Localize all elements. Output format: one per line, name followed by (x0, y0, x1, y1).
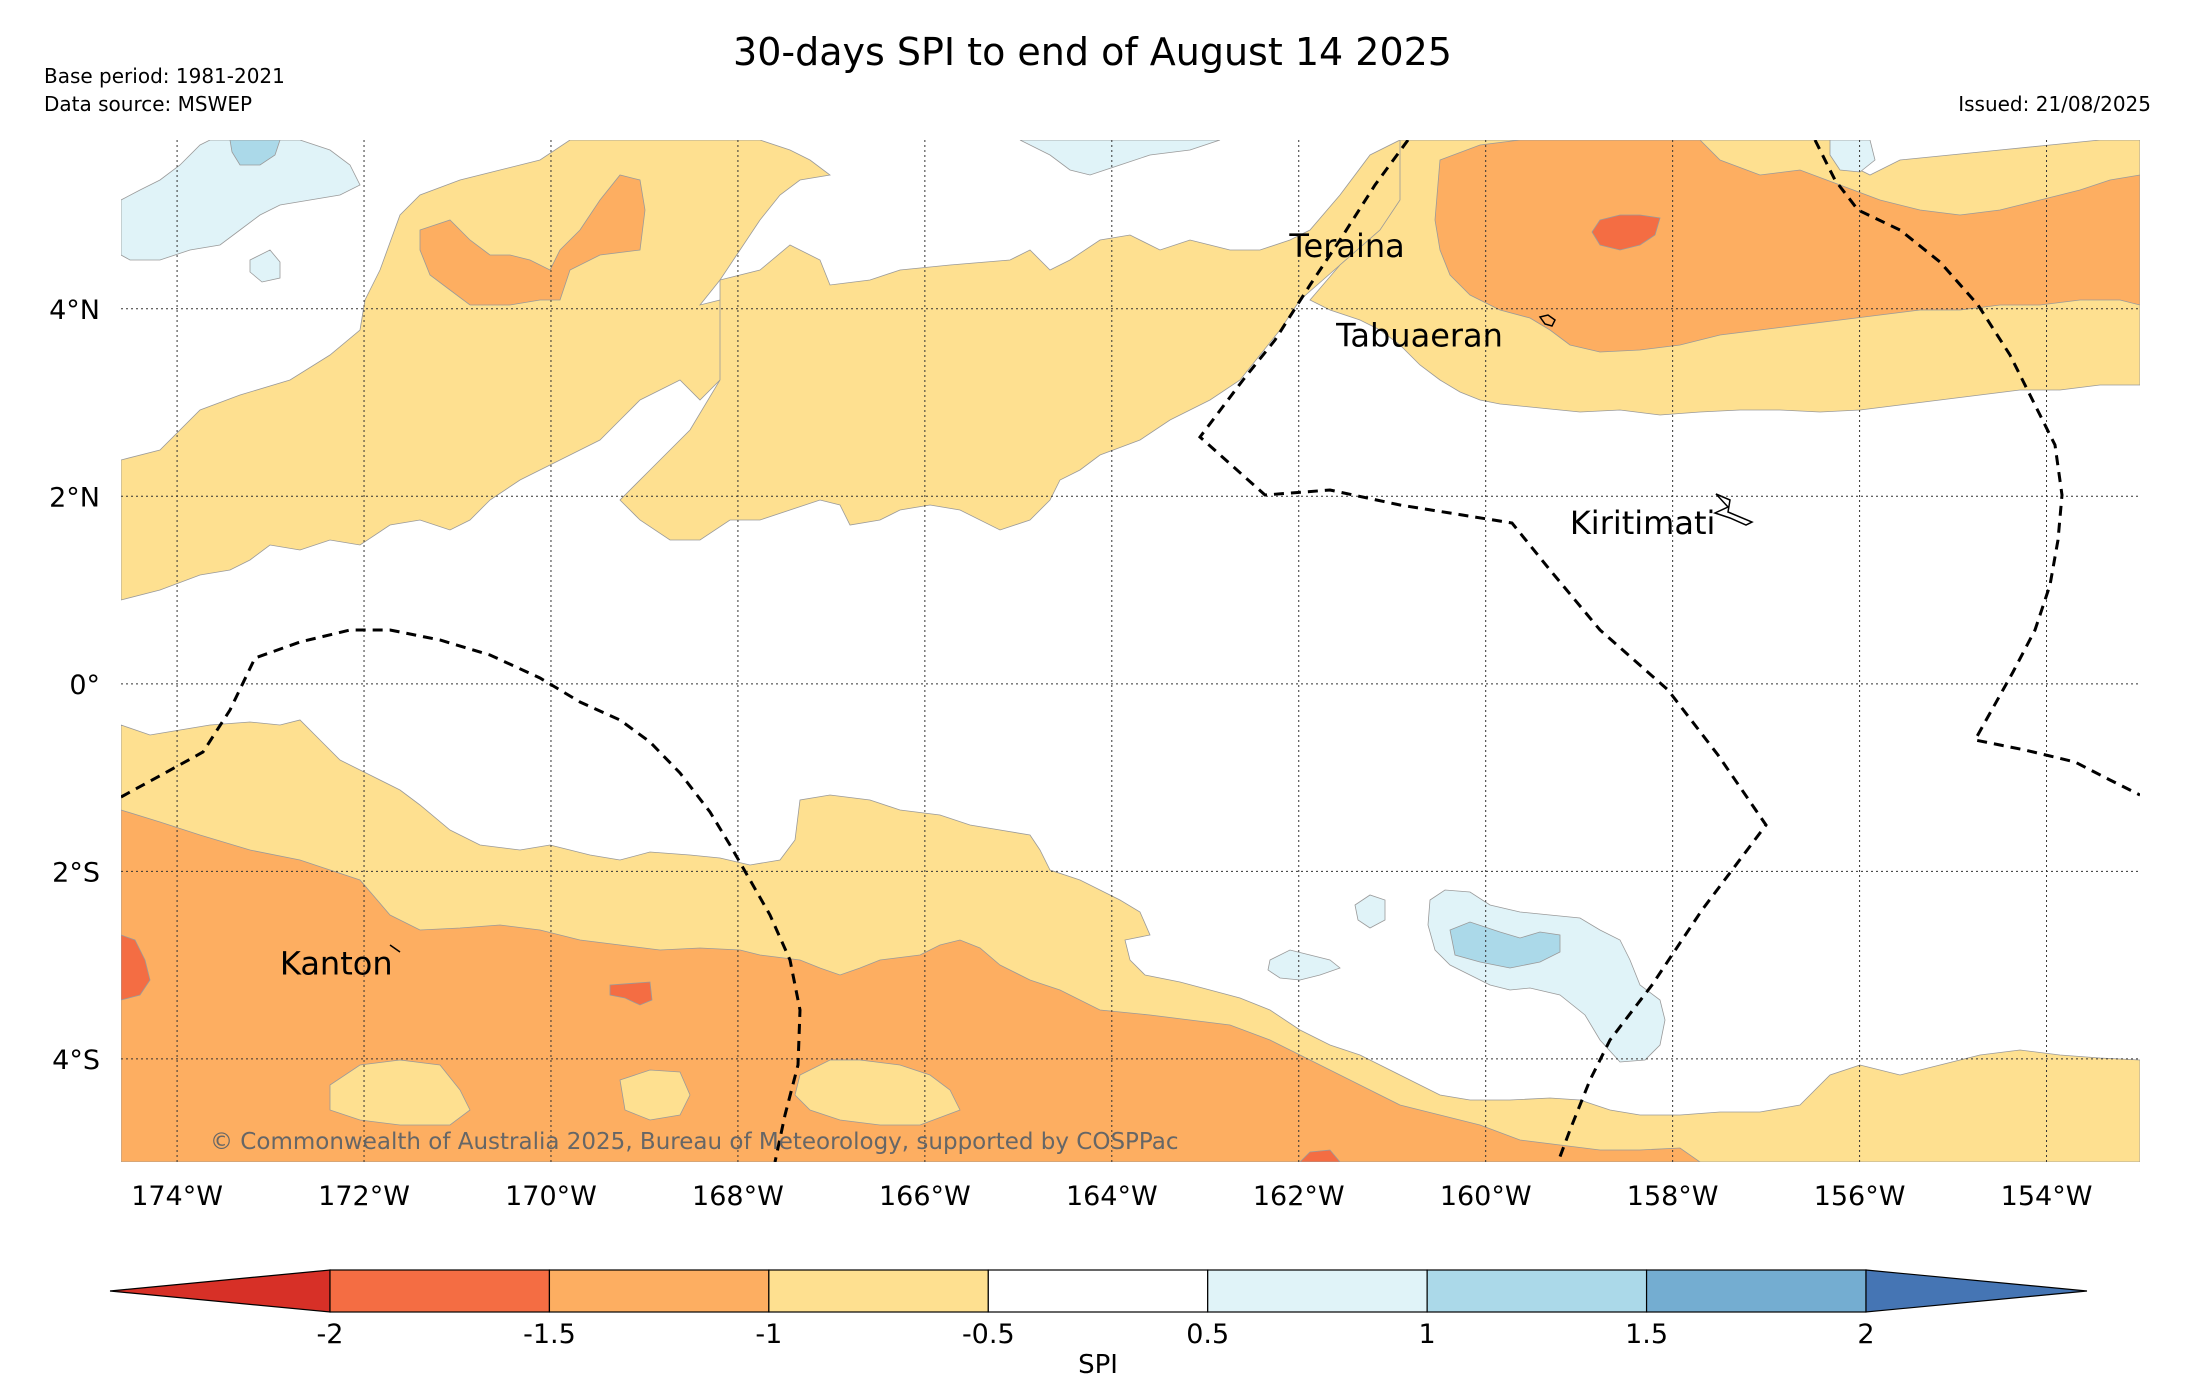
colorbar-cell (987, 1269, 1209, 1313)
kiritimati-island-shape (1712, 493, 1754, 526)
latitude-tick-label: 0° (69, 670, 100, 701)
map-title: 30-days SPI to end of August 14 2025 (733, 30, 1452, 74)
spi-region-moderately-wet-south (1449, 921, 1561, 969)
tabuaeran-island-shape (1538, 314, 1556, 327)
colorbar-tick-label: 1 (1419, 1319, 1436, 1350)
longitude-tick-label: 174°W (131, 1181, 223, 1212)
colorbar-tick-label: 2 (1857, 1319, 1874, 1350)
place-label: Tabuaeran (1335, 316, 1503, 354)
colorbar-cell (1426, 1269, 1648, 1313)
colorbar-ticks: -2 -1.5 -1 -0.5 0.5 1 1.5 2 (317, 1319, 1875, 1350)
longitude-tick-label: 156°W (1814, 1181, 1906, 1212)
spi-region-north-moderate-dry (1434, 140, 2140, 353)
metadata-block: Base period: 1981-2021 Data source: MSWE… (44, 62, 285, 118)
colorbar-tick-label: -1 (755, 1319, 782, 1350)
spi-region-north-severe-dry (1591, 214, 1661, 251)
longitude-tick-label: 168°W (692, 1181, 784, 1212)
colorbar-cell (768, 1269, 989, 1313)
latitude-tick-label: 2°N (49, 482, 100, 513)
data-source-text: Data source: MSWEP (44, 92, 253, 116)
map-plot-area: Teraina Tabuaeran Kiritimati Kanton © Commo… (121, 140, 2140, 1162)
colorbar-cell (1645, 1269, 1867, 1313)
eez-boundary-phoenix-islands (121, 628, 802, 1162)
spi-region-moderately-wet-northwest (229, 140, 281, 166)
colorbar-cell (329, 1269, 551, 1313)
colorbar-tick-label: 1.5 (1625, 1319, 1668, 1350)
map-grid (121, 140, 2140, 1162)
spi-region-south-pocket-3 (619, 1069, 691, 1121)
spi-region-wet-northwest-dot (249, 249, 281, 283)
colorbar-tick-label: -0.5 (962, 1319, 1015, 1350)
colorbar-cell (1207, 1269, 1428, 1313)
longitude-tick-label: 164°W (1066, 1181, 1158, 1212)
spi-region-south-pocket (329, 1059, 471, 1126)
kanton-island-shape (389, 944, 401, 953)
spi-region-south-severe-dry-mid (609, 981, 653, 1006)
longitude-tick-label: 166°W (879, 1181, 971, 1212)
place-labels: Teraina Tabuaeran Kiritimati Kanton (280, 227, 1715, 982)
spi-region-south-pocket-2 (794, 1059, 961, 1126)
colorbar-tick-label: -2 (317, 1319, 344, 1350)
longitude-tick-label: 160°W (1440, 1181, 1532, 1212)
colorbar-tick-label: -1.5 (523, 1319, 576, 1350)
longitude-tick-label: 172°W (318, 1181, 410, 1212)
spi-region-wet-north-center (1019, 140, 1221, 176)
latitude-tick-label: 2°S (52, 857, 100, 888)
spi-region-south-moderate-dry (121, 809, 1701, 1162)
spi-region-wet-southeast-dot (1267, 949, 1341, 981)
longitude-tick-label: 158°W (1627, 1181, 1719, 1212)
latitude-tick-label: 4°S (52, 1045, 100, 1076)
place-label: Teraina (1288, 227, 1404, 265)
latitude-tick-label: 4°N (49, 295, 100, 326)
latitude-axis: 4°N 2°N 0° 2°S 4°S (49, 295, 100, 1076)
eez-boundary-line-islands-east (1813, 140, 2140, 797)
place-label: Kiritimati (1570, 504, 1716, 542)
spi-region-south-severe-dry-east (1299, 1149, 1341, 1162)
copyright-notice: © Commonwealth of Australia 2025, Bureau… (210, 1129, 1179, 1155)
spi-region-wet-northwest (121, 140, 361, 261)
longitude-tick-label: 162°W (1253, 1181, 1345, 1212)
spi-region-north-moderate-dry-2 (419, 174, 646, 306)
base-period-text: Base period: 1981-2021 (44, 64, 285, 88)
colorbar-extend-high (1865, 1269, 2088, 1313)
longitude-tick-label: 170°W (505, 1181, 597, 1212)
issued-date-text: Issued: 21/08/2025 (1958, 92, 2151, 116)
eez-boundary-line-islands (1197, 140, 1768, 1162)
place-label: Kanton (280, 944, 393, 982)
colorbar-cells (109, 1269, 2088, 1313)
spi-region-wet-southeast-dot-2 (1354, 894, 1386, 929)
colorbar-extend-low (109, 1269, 331, 1313)
longitude-axis: 174°W 172°W 170°W 168°W 166°W 164°W 162°W 160°W… (131, 1181, 2092, 1212)
colorbar-label: SPI (1078, 1350, 1118, 1380)
colorbar-tick-label: 0.5 (1186, 1319, 1229, 1350)
colorbar-cell (548, 1269, 770, 1313)
spi-region-south-severe-dry-west (121, 934, 151, 1001)
longitude-tick-label: 154°W (2001, 1181, 2093, 1212)
